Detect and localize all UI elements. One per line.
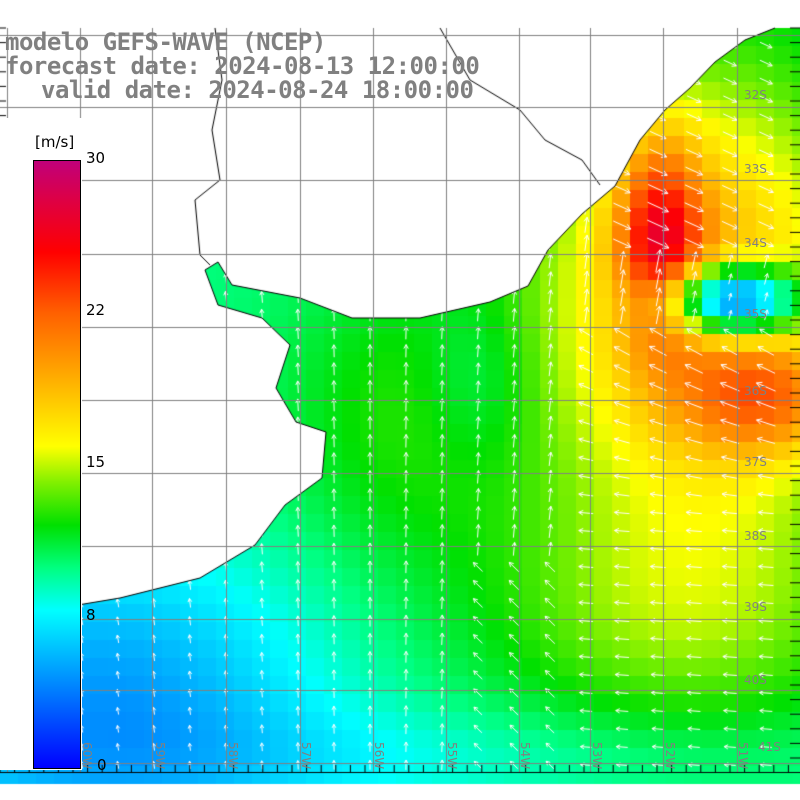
colorbar-label-15: 15 — [86, 453, 106, 471]
latitude-label: 41S — [758, 740, 781, 754]
valid-date: valid date: 2024-08-24 18:00:00 — [41, 76, 474, 104]
colorbar — [32, 159, 82, 770]
latitude-label: 40S — [744, 673, 767, 687]
longitude-label: 53W — [590, 742, 604, 770]
model-title: modelo GEFS-WAVE (NCEP) — [5, 28, 326, 56]
longitude-label: 58W — [226, 742, 240, 770]
longitude-label: 59W — [153, 742, 167, 770]
longitude-label: 60W — [80, 742, 94, 770]
longitude-label: 56W — [372, 742, 386, 770]
colorbar-label-0: 0 — [97, 756, 107, 774]
latitude-label: 36S — [744, 384, 767, 398]
latitude-label: 33S — [744, 162, 767, 176]
latitude-label: 32S — [744, 88, 767, 102]
longitude-label: 55W — [445, 742, 459, 770]
longitude-label: 54W — [518, 742, 532, 770]
latitude-label: 34S — [744, 236, 767, 250]
longitude-label: 57W — [299, 742, 313, 770]
colorbar-label-30: 30 — [86, 149, 106, 167]
colorbar-label-8: 8 — [86, 606, 96, 624]
latitude-label: 39S — [744, 600, 767, 614]
forecast-date: forecast date: 2024-08-13 12:00:00 — [5, 52, 480, 80]
latitude-label: 37S — [744, 455, 767, 469]
longitude-label: 51W — [736, 742, 750, 770]
colorbar-unit: [m/s] — [35, 133, 75, 151]
colorbar-label-22: 22 — [86, 301, 106, 319]
latitude-label: 38S — [744, 529, 767, 543]
longitude-label: 52W — [663, 742, 677, 770]
latitude-label: 35S — [744, 307, 767, 321]
